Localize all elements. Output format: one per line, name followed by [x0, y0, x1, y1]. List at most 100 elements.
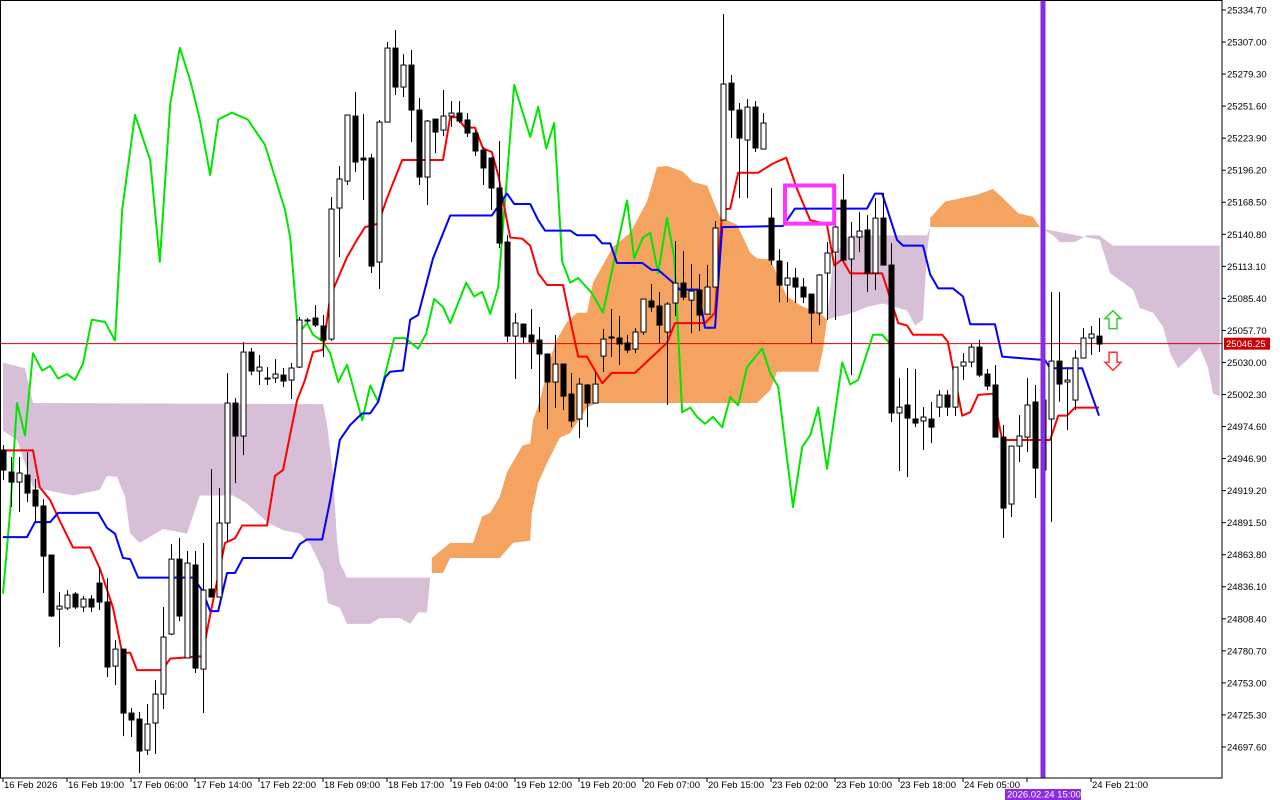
candle-body	[952, 366, 959, 408]
candle-body	[48, 554, 55, 617]
candle-body	[624, 342, 631, 351]
candle-body	[960, 361, 967, 367]
candle-body	[296, 319, 303, 368]
candle-body	[920, 416, 927, 422]
candle	[1032, 385, 1039, 499]
candle-body	[688, 290, 695, 301]
candle	[984, 369, 991, 391]
x-tick-label: 16 Feb 2026	[4, 780, 57, 791]
candle	[1016, 415, 1023, 463]
candle	[808, 293, 815, 344]
candle-body	[1024, 404, 1031, 438]
candle	[192, 551, 199, 674]
candle	[16, 457, 23, 513]
candle-body	[1008, 445, 1015, 505]
candle	[848, 222, 855, 376]
kumo-cloud-bearish	[3, 362, 431, 624]
current-price-label-bg	[1224, 337, 1270, 350]
candle-body	[824, 252, 831, 274]
chikou-span-line	[2, 46, 891, 594]
candle-body	[776, 260, 783, 286]
candle-body	[128, 712, 135, 721]
plot-area	[0, 14, 1222, 774]
candle-body	[680, 282, 687, 298]
candle	[576, 378, 583, 439]
candle	[400, 54, 407, 98]
candle	[784, 262, 791, 303]
candle	[360, 114, 367, 201]
candle	[384, 42, 391, 123]
y-tick-label: 25030.00	[1227, 358, 1267, 369]
candle-body	[728, 82, 735, 111]
candle-body	[640, 298, 647, 333]
candle-body	[912, 418, 919, 424]
candle	[240, 342, 247, 456]
candle	[592, 372, 599, 404]
candle-body	[432, 118, 439, 133]
kumo-cloud-bullish	[431, 165, 827, 573]
candle-body	[336, 178, 343, 209]
candle-body	[864, 229, 871, 274]
y-tick-label: 25168.50	[1227, 198, 1267, 209]
candle	[504, 235, 511, 343]
candle-body	[144, 723, 151, 751]
candle	[392, 30, 399, 96]
candle	[408, 50, 415, 143]
candle-body	[544, 353, 551, 383]
candle-body	[720, 83, 727, 221]
x-tick-label: 17 Feb 22:00	[260, 780, 316, 791]
candle	[200, 543, 207, 714]
candle	[208, 469, 215, 598]
candle-body	[320, 325, 327, 341]
candle	[1000, 425, 1007, 539]
candle	[1024, 378, 1031, 453]
x-tick-label: 17 Feb 06:00	[132, 780, 188, 791]
candle-body	[232, 402, 239, 437]
candle-body	[832, 226, 839, 253]
y-tick-label: 24697.60	[1227, 742, 1267, 753]
candle-body	[184, 562, 191, 659]
candle-body	[504, 241, 511, 337]
candle	[280, 368, 287, 388]
y-tick-label: 25113.10	[1227, 262, 1266, 273]
candle	[64, 590, 71, 610]
candle-body	[1088, 333, 1095, 339]
y-tick-label: 25334.70	[1227, 6, 1267, 17]
y-tick-label: 25251.60	[1227, 102, 1267, 113]
candle-body	[192, 564, 199, 669]
candle-body	[528, 334, 535, 343]
candle	[144, 704, 151, 756]
candle-body	[80, 598, 87, 608]
candle	[528, 309, 535, 370]
candle	[672, 241, 679, 317]
candle	[840, 174, 847, 261]
candle-body	[800, 286, 807, 298]
time-highlight-label-bg	[1005, 789, 1081, 800]
candle	[96, 567, 103, 610]
candle-body	[888, 264, 895, 414]
candle-body	[400, 64, 407, 88]
candle	[688, 264, 695, 334]
candle-body	[344, 114, 351, 182]
candle-body	[264, 377, 271, 380]
candle	[1088, 326, 1095, 356]
candle	[1064, 367, 1071, 431]
candle-body	[872, 217, 879, 274]
candle	[472, 130, 479, 157]
candle-body	[248, 351, 255, 372]
candle-body	[664, 303, 671, 333]
candle	[736, 103, 743, 199]
candle	[1056, 292, 1063, 402]
candle	[712, 221, 719, 288]
candle-body	[208, 588, 215, 598]
candle	[928, 402, 935, 444]
candle-body	[552, 363, 559, 383]
y-tick-label: 24808.40	[1227, 614, 1267, 625]
rectangle-object[interactable]	[783, 183, 837, 226]
candle-body	[424, 120, 431, 178]
candle	[664, 302, 671, 406]
candle-body	[160, 636, 167, 695]
candle	[800, 278, 807, 304]
candle	[224, 373, 231, 542]
